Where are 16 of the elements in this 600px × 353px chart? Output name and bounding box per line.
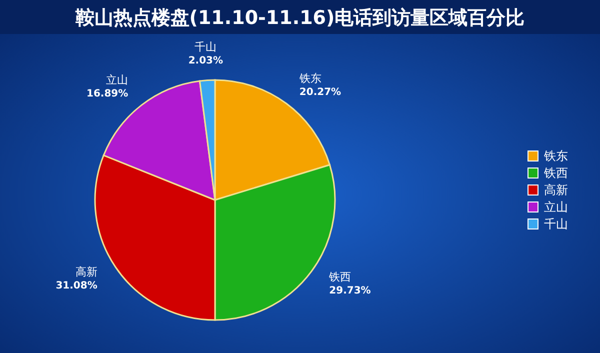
data-label: 29.73% (329, 285, 371, 296)
data-label: 31.08% (56, 280, 98, 292)
legend-label: 高新 (544, 183, 568, 197)
data-label: 16.89% (86, 88, 128, 100)
data-label: 20.27% (299, 86, 342, 98)
legend-label: 铁东 (543, 149, 568, 163)
chart-title: 鞍山热点楼盘(11.10-11.16)电话到访量区域百分比 (74, 7, 525, 29)
legend-label: 千山 (544, 217, 568, 231)
data-label: 2.03% (188, 55, 224, 66)
slice-label: 立山 (106, 74, 128, 87)
slice-label: 高新 (75, 266, 98, 279)
legend-label: 铁西 (543, 166, 568, 180)
legend-label: 立山 (544, 200, 568, 214)
slice-label: 千山 (194, 40, 217, 54)
slice-label: 铁东 (298, 72, 322, 85)
slice-label: 铁西 (328, 270, 352, 284)
